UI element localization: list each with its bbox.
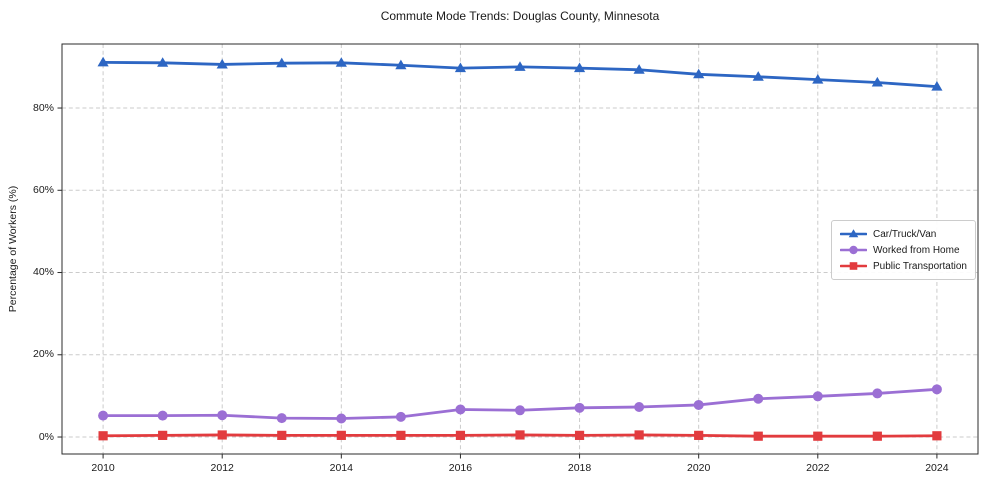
y-tick-label: 20% [32,348,54,361]
marker-car-truck-van [573,62,586,73]
marker-public-transportation [932,431,942,441]
legend-marker-car-truck-van [848,229,859,238]
marker-worked-from-home [276,413,287,424]
legend: Car/Truck/Van Worked from Home Public Tran… [831,220,976,280]
marker-worked-from-home [98,410,109,421]
marker-car-truck-van [97,56,109,67]
marker-worked-from-home [812,391,823,402]
y-tick-label: 40% [32,266,54,279]
marker-car-truck-van [812,74,824,84]
x-tick-label: 2024 [925,462,949,474]
marker-public-transportation [455,430,466,440]
marker-public-transportation [753,431,763,441]
marker-public-transportation [872,431,882,441]
legend-item-label: Public Transportation [873,260,967,272]
marker-worked-from-home [455,404,466,415]
marker-worked-from-home [634,401,645,412]
marker-car-truck-van [335,57,347,67]
marker-public-transportation [396,430,406,440]
marker-car-truck-van [871,76,883,87]
plot-border [61,43,979,455]
marker-car-truck-van [395,59,407,70]
marker-worked-from-home [872,388,883,399]
marker-car-truck-van [514,61,526,71]
marker-public-transportation [217,430,227,440]
x-tick-label: 2020 [686,462,711,474]
y-tick-label: 80% [32,101,54,114]
marker-worked-from-home [753,393,764,404]
marker-car-truck-van [633,64,645,74]
marker-public-transportation [336,430,346,440]
y-tick-label: 60% [32,183,54,196]
y-tick-label: 0% [38,430,54,443]
x-tick-label: 2012 [210,462,234,474]
legend-swatch-triangle-icon [840,229,867,238]
marker-worked-from-home [931,384,942,395]
marker-car-truck-van [157,57,169,67]
x-tick-label: 2022 [806,462,830,474]
legend-swatch-circle-icon [840,245,867,255]
marker-worked-from-home [217,410,228,421]
marker-public-transportation [277,430,287,440]
marker-car-truck-van [216,58,228,69]
legend-marker-public-transportation [849,262,858,270]
legend-item-public-transportation: Public Transportation [840,258,967,274]
marker-worked-from-home [574,402,585,413]
chart-title: Commute Mode Trends: Douglas County, Min… [380,9,660,23]
marker-car-truck-van [931,81,943,91]
marker-car-truck-van [276,57,288,68]
marker-worked-from-home [336,413,347,424]
marker-worked-from-home [515,405,525,416]
legend-swatch-square-icon [840,262,867,270]
x-tick-label: 2016 [448,462,473,474]
marker-public-transportation [694,430,704,440]
legend-item-worked-from-home: Worked from Home [840,242,967,258]
legend-item-label: Worked from Home [873,244,960,256]
marker-public-transportation [813,431,823,441]
marker-public-transportation [158,430,168,440]
legend-item-car-truck-van: Car/Truck/Van [840,226,967,242]
marker-worked-from-home [693,399,704,410]
marker-car-truck-van [454,62,467,73]
marker-worked-from-home [157,410,168,421]
x-tick-label: 2014 [329,462,353,474]
marker-public-transportation [515,430,525,440]
marker-public-transportation [98,431,108,441]
marker-public-transportation [574,430,585,440]
x-tick-label: 2018 [567,462,592,474]
legend-item-label: Car/Truck/Van [873,228,937,240]
marker-public-transportation [634,430,644,440]
marker-car-truck-van [752,71,764,81]
marker-car-truck-van [693,68,705,79]
marker-worked-from-home [395,411,406,422]
x-tick-label: 2010 [91,462,115,474]
legend-marker-worked-from-home [849,245,858,255]
